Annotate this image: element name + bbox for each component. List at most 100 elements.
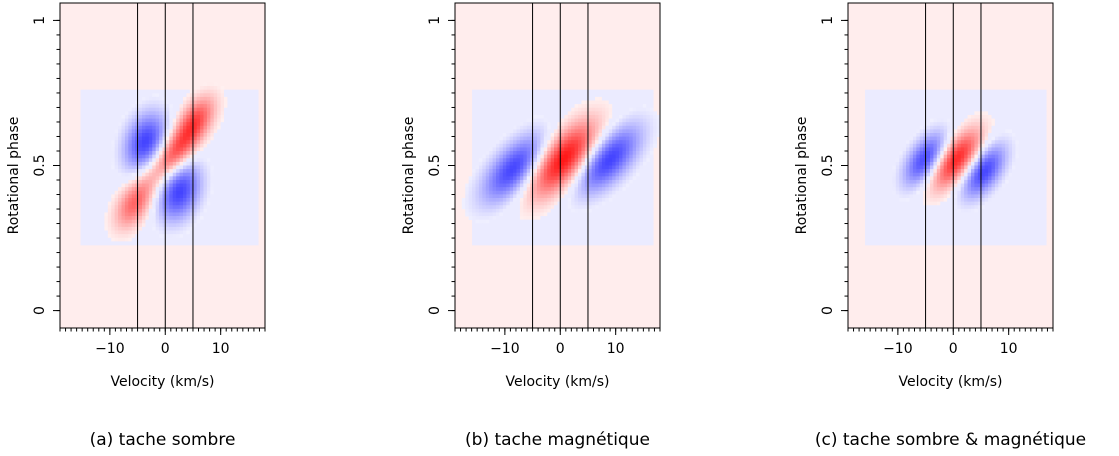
heatmap-cell <box>516 151 521 156</box>
heatmap-cell <box>196 154 201 159</box>
heatmap-cell <box>591 140 596 145</box>
heatmap-cell <box>224 219 228 224</box>
heatmap-cell <box>875 194 880 199</box>
heatmap-cell <box>632 114 637 119</box>
heatmap-cell <box>210 125 215 130</box>
heatmap-cell <box>114 122 119 127</box>
heatmap-cell <box>465 187 470 192</box>
heatmap-cell <box>591 219 596 224</box>
heatmap-cell <box>632 133 637 138</box>
heatmap-cell <box>554 190 558 195</box>
heatmap-cell <box>492 154 497 159</box>
heatmap-cell <box>111 208 116 213</box>
heatmap-cell <box>526 212 531 217</box>
heatmap-cell <box>526 133 531 138</box>
heatmap-cell <box>615 125 620 130</box>
heatmap-cell <box>595 226 599 231</box>
heatmap-cell <box>114 205 119 210</box>
heatmap-cell <box>584 194 589 199</box>
heatmap-cell <box>557 136 562 141</box>
heatmap-cell <box>124 172 129 177</box>
heatmap-cell <box>543 147 548 152</box>
heatmap-cell <box>131 230 136 235</box>
heatmap-cell <box>513 89 517 94</box>
heatmap-cell <box>142 190 146 195</box>
heatmap-cell <box>234 133 239 138</box>
heatmap-cell <box>179 161 184 166</box>
heatmap-cell <box>882 100 886 105</box>
heatmap-cell <box>632 223 637 228</box>
heatmap-cell <box>516 89 521 94</box>
heatmap-cell <box>104 219 109 224</box>
heatmap-cell <box>506 187 511 192</box>
heatmap-cell <box>605 122 610 127</box>
heatmap-cell <box>523 179 528 184</box>
heatmap-cell <box>128 114 133 119</box>
heatmap-cell <box>547 183 552 188</box>
heatmap-cell <box>649 219 654 224</box>
heatmap-cell <box>224 125 228 130</box>
heatmap-cell <box>189 133 194 138</box>
heatmap-cell <box>571 136 575 141</box>
heatmap-cell <box>203 158 208 163</box>
heatmap-cell <box>237 219 242 224</box>
heatmap-cell <box>584 143 589 148</box>
heatmap-cell <box>526 143 531 148</box>
heatmap-cell <box>203 241 208 246</box>
heatmap-cell <box>489 187 493 192</box>
heatmap-cell <box>145 183 150 188</box>
heatmap-cell <box>608 198 613 203</box>
heatmap-cell <box>224 241 228 246</box>
heatmap-cell <box>111 169 116 174</box>
heatmap-cell <box>871 208 876 213</box>
heatmap-cell <box>94 234 98 239</box>
heatmap-cell <box>94 179 98 184</box>
heatmap-cell <box>871 237 876 242</box>
heatmap-cell <box>237 129 242 134</box>
heatmap-cell <box>571 208 575 213</box>
heatmap-cell <box>567 122 572 127</box>
heatmap-cell <box>571 212 575 217</box>
heatmap-cell <box>537 147 541 152</box>
heatmap-cell <box>237 93 242 98</box>
heatmap-cell <box>595 154 599 159</box>
heatmap-cell <box>138 237 143 242</box>
heatmap-cell <box>200 93 204 98</box>
heatmap-cell <box>172 226 177 231</box>
heatmap-cell <box>543 125 548 130</box>
heatmap-cell <box>114 216 119 221</box>
heatmap-cell <box>159 241 163 246</box>
heatmap-cell <box>513 208 517 213</box>
heatmap-cell <box>492 223 497 228</box>
heatmap-cell <box>612 136 616 141</box>
heatmap-cell <box>241 151 245 156</box>
heatmap-cell <box>203 172 208 177</box>
heatmap-cell <box>625 198 630 203</box>
heatmap-cell <box>584 176 589 181</box>
heatmap-cell <box>189 129 194 134</box>
heatmap-cell <box>540 190 545 195</box>
heatmap-cell <box>189 151 194 156</box>
heatmap-cell <box>142 169 146 174</box>
heatmap-cell <box>871 151 876 156</box>
heatmap-cell <box>111 147 116 152</box>
heatmap-cell <box>519 190 524 195</box>
heatmap-cell <box>646 89 651 94</box>
heatmap-cell <box>254 234 259 239</box>
heatmap-cell <box>165 136 170 141</box>
heatmap-cell <box>179 212 184 217</box>
heatmap-cell <box>619 234 623 239</box>
heatmap-cell <box>111 125 116 130</box>
heatmap-cell <box>885 96 890 101</box>
heatmap-cell <box>533 111 538 116</box>
heatmap-cell <box>227 104 232 109</box>
heatmap-cell <box>90 179 95 184</box>
heatmap-cell <box>523 237 528 242</box>
heatmap-cell <box>588 93 593 98</box>
heatmap-cell <box>489 154 493 159</box>
heatmap-cell <box>169 129 174 134</box>
heatmap-cell <box>111 194 116 199</box>
heatmap-cell <box>152 172 157 177</box>
heatmap-cell <box>159 133 163 138</box>
heatmap-cell <box>213 100 218 105</box>
